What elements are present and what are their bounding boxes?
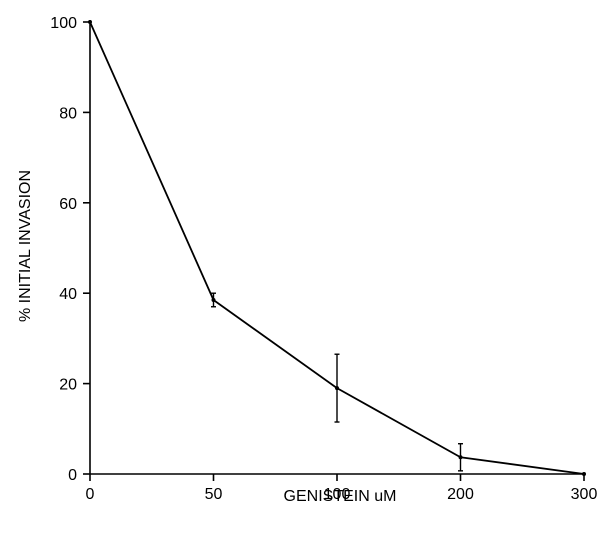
y-tick-label: 20 <box>59 377 77 394</box>
data-point <box>88 20 92 24</box>
x-ticks: 0 50 100 200 300 <box>86 474 598 503</box>
y-tick-label: 40 <box>59 286 77 303</box>
x-tick-label: 0 <box>86 486 95 503</box>
y-tick-label: 80 <box>59 105 77 122</box>
y-tick-label: 100 <box>50 15 77 32</box>
x-tick-label: 200 <box>447 486 474 503</box>
x-axis-title: GENISTEIN uM <box>284 488 397 505</box>
x-tick-label: 100 <box>324 486 351 503</box>
x-tick-label: 300 <box>571 486 598 503</box>
y-tick-label: 0 <box>68 467 77 484</box>
y-tick-label: 60 <box>59 196 77 213</box>
data-point <box>582 472 586 476</box>
series <box>88 20 586 476</box>
y-axis-title: % INITIAL INVASION <box>17 170 34 322</box>
y-ticks: 0 20 40 60 80 100 <box>50 15 90 484</box>
x-tick-label: 50 <box>205 486 223 503</box>
